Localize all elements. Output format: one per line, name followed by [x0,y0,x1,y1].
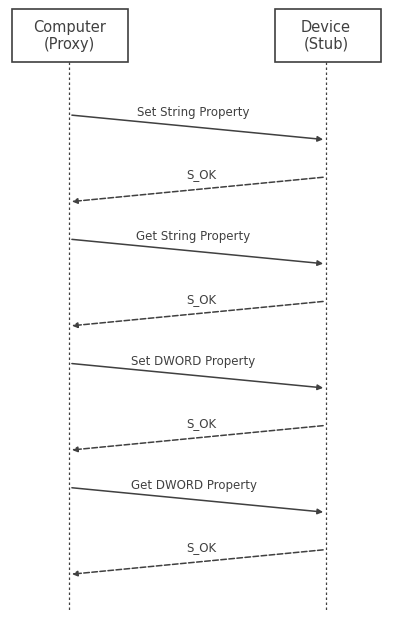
FancyBboxPatch shape [12,9,128,62]
Text: Computer
(Proxy): Computer (Proxy) [33,19,105,52]
Text: S_OK: S_OK [186,168,216,181]
Text: S_OK: S_OK [186,292,216,306]
Text: Set String Property: Set String Property [137,106,250,119]
Text: S_OK: S_OK [186,417,216,430]
Text: Get DWORD Property: Get DWORD Property [131,479,256,492]
Text: Set DWORD Property: Set DWORD Property [132,355,256,368]
FancyBboxPatch shape [275,9,381,62]
Text: S_OK: S_OK [186,541,216,554]
Text: Get String Property: Get String Property [136,230,251,243]
Text: Device
(Stub): Device (Stub) [301,19,351,52]
